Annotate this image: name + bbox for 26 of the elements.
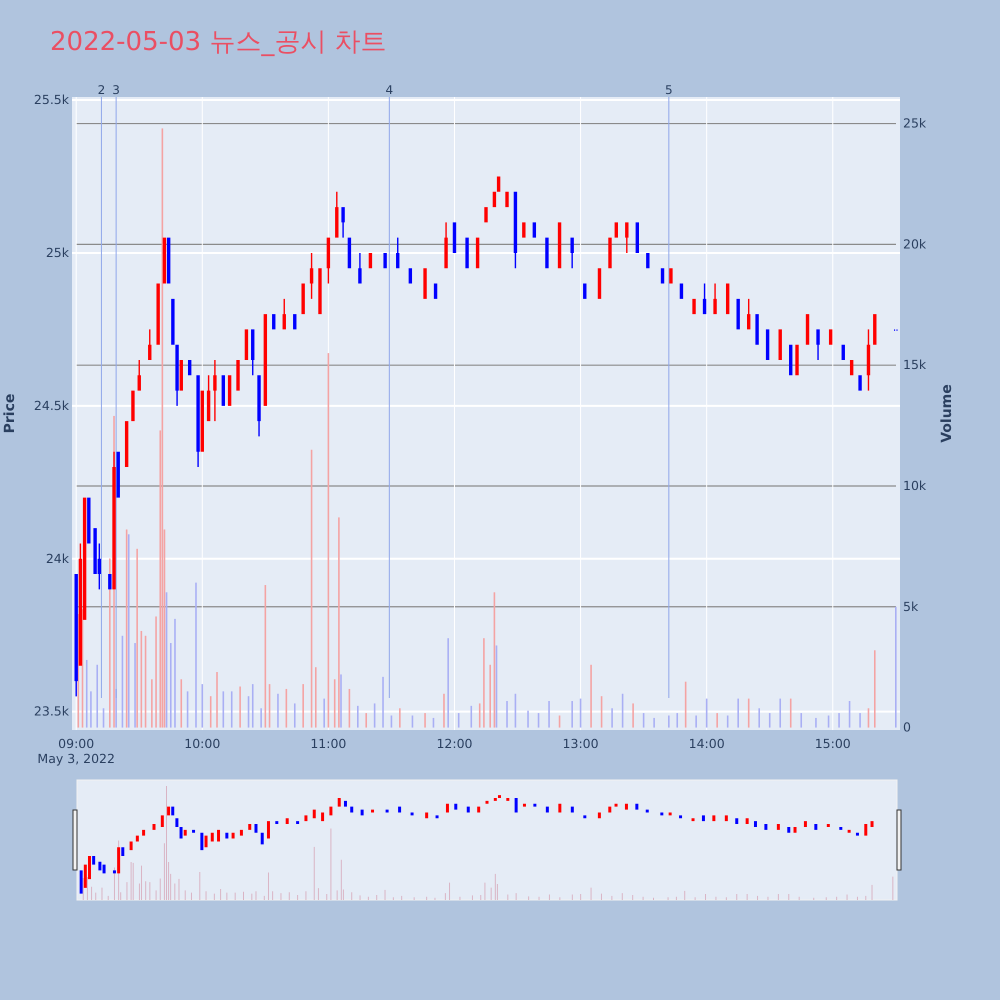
y-tick-label: 23.5k (34, 704, 70, 719)
y2-tick-label: 15k (903, 357, 927, 372)
x-tick-label: 13:00 (562, 736, 599, 751)
y2-tick-label: 25k (903, 116, 927, 131)
ref-line-label: 3 (112, 83, 120, 97)
y-tick-label: 24.5k (34, 398, 70, 413)
y-axis-title: Price (2, 394, 18, 434)
x-tick-label: 09:00 (58, 736, 94, 751)
y-tick-label: 25k (46, 244, 70, 260)
chart-title: 2022-05-03 뉴스_공시 차트 (50, 27, 387, 57)
y2-tick-label: 10k (903, 478, 927, 493)
x-tick-label: 11:00 (310, 736, 346, 751)
x-tick-label: 12:00 (436, 736, 473, 751)
text: May 3, 2022 (37, 751, 115, 766)
x-tick-label: 10:00 (184, 736, 220, 751)
ref-line-label: 4 (386, 83, 394, 97)
y2-tick-label: 20k (903, 236, 927, 252)
x-tick-label: 14:00 (688, 736, 725, 751)
x-tick-label: 15:00 (814, 736, 851, 751)
y-tick-label: 24k (46, 550, 70, 566)
y2-tick-label: 5k (903, 598, 919, 614)
y-tick-label: 25.5k (34, 92, 70, 108)
y2-axis-title: Volume (939, 384, 955, 443)
ref-line-label: 2 (98, 83, 106, 97)
y2-tick-label: 0 (903, 720, 911, 735)
ref-line-label: 5 (665, 83, 673, 97)
